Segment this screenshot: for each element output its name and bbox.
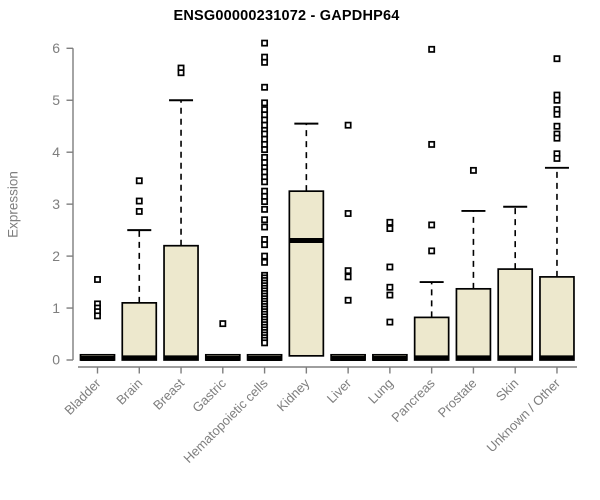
x-tick-label-unknown-other: Unknown / Other: [484, 375, 564, 455]
x-tick-label-brain: Brain: [113, 376, 145, 408]
outlier-point-liver: [344, 210, 352, 217]
chart-title: ENSG00000231072 - GAPDHP64: [173, 8, 400, 24]
outlier-point-hematopoietic-cells: [261, 146, 269, 154]
outlier-point-hematopoietic-cells: [261, 339, 269, 347]
x-tick-label-breast: Breast: [150, 375, 187, 412]
outlier-point-hematopoietic-cells: [261, 258, 269, 266]
outlier-point-breast: [177, 69, 185, 77]
box-unknown-other: [539, 276, 575, 361]
x-tick-label-skin: Skin: [493, 376, 521, 404]
outlier-point-lung: [386, 225, 394, 233]
y-axis-title: Expression: [5, 171, 21, 238]
outlier-point-lung: [386, 218, 394, 226]
outlier-point-lung: [386, 291, 394, 299]
outlier-point-unknown-other: [553, 110, 561, 118]
outlier-point-hematopoietic-cells: [261, 205, 269, 213]
outlier-point-brain: [135, 207, 143, 215]
outlier-point-pancreas: [428, 247, 436, 255]
outlier-point-liver: [344, 273, 352, 281]
y-tick-label-4: 4: [52, 144, 60, 160]
outlier-point-liver: [344, 296, 352, 304]
outlier-point-liver: [344, 267, 352, 275]
outlier-point-hematopoietic-cells: [261, 83, 269, 91]
box-skin: [497, 268, 534, 361]
outlier-point-unknown-other: [553, 134, 561, 142]
outlier-point-unknown-other: [553, 122, 561, 130]
outlier-point-pancreas: [428, 221, 436, 229]
box-brain: [121, 302, 158, 361]
x-tick-label-lung: Lung: [365, 376, 396, 407]
outlier-point-hematopoietic-cells: [261, 39, 269, 47]
outlier-point-prostate: [469, 166, 477, 174]
box-kidney: [288, 190, 325, 357]
x-tick-label-pancreas: Pancreas: [388, 375, 438, 425]
outlier-point-bladder: [94, 276, 101, 283]
box-breast: [163, 244, 199, 361]
outlier-point-hematopoietic-cells: [261, 178, 269, 186]
y-tick-label-5: 5: [52, 92, 60, 108]
outlier-point-hematopoietic-cells: [261, 58, 269, 66]
x-tick-label-bladder: Bladder: [61, 375, 104, 418]
x-tick-label-prostate: Prostate: [435, 376, 480, 421]
x-tick-label-gastric: Gastric: [189, 375, 229, 415]
outlier-point-unknown-other: [553, 96, 561, 104]
outlier-point-lung: [386, 263, 394, 271]
outlier-point-brain: [135, 197, 143, 205]
outlier-point-brain: [135, 177, 143, 185]
outlier-point-hematopoietic-cells: [261, 198, 269, 206]
x-tick-label-liver: Liver: [324, 375, 355, 406]
y-tick-label-0: 0: [52, 352, 60, 368]
y-tick-label-6: 6: [52, 40, 60, 56]
y-tick-label-2: 2: [52, 248, 60, 264]
outlier-point-hematopoietic-cells: [261, 223, 269, 231]
x-tick-label-kidney: Kidney: [274, 375, 313, 414]
outlier-point-gastric: [219, 320, 227, 328]
outlier-point-pancreas: [428, 45, 436, 53]
y-tick-label-3: 3: [52, 196, 60, 212]
outlier-point-lung: [386, 283, 394, 291]
outlier-point-liver: [344, 121, 352, 129]
outlier-point-unknown-other: [553, 154, 561, 162]
outlier-point-hematopoietic-cells: [261, 252, 269, 260]
box-prostate: [455, 287, 492, 361]
outlier-point-pancreas: [428, 140, 436, 148]
outlier-point-hematopoietic-cells: [261, 216, 269, 224]
outlier-point-unknown-other: [553, 55, 561, 63]
outlier-point-hematopoietic-cells: [261, 241, 269, 249]
box-pancreas: [413, 316, 450, 361]
outlier-point-bladder: [94, 312, 101, 320]
outlier-point-hematopoietic-cells: [261, 99, 269, 107]
y-tick-label-1: 1: [52, 300, 60, 316]
outlier-point-lung: [386, 318, 394, 326]
